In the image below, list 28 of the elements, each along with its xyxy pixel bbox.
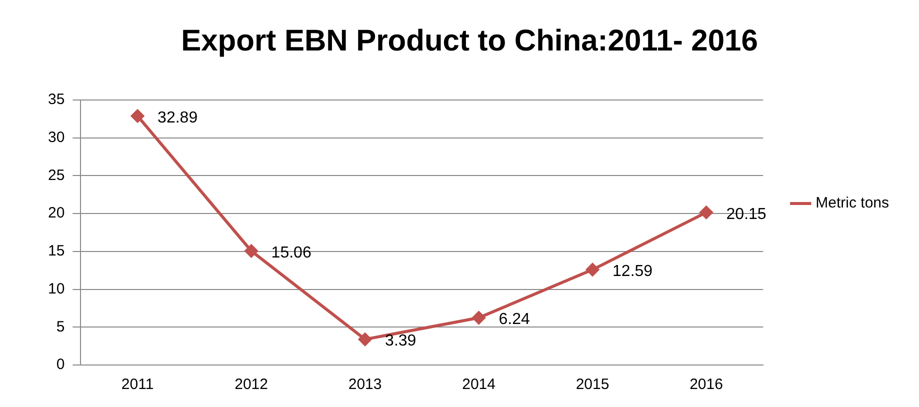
data-label: 6.24 [498,311,530,328]
point [586,263,600,276]
legend-label: Metric tons [816,194,890,212]
x-tick-label: 2012 [234,376,268,394]
x-tick-label: 2015 [576,376,610,394]
y-tick-label: 30 [48,129,65,146]
point [472,311,486,324]
data-label: 3.39 [385,332,416,350]
data-label: 20.15 [726,206,766,223]
chart-title: Export EBN Product to China:2011- 2016 [181,24,758,58]
point [131,109,144,122]
y-tick-label: 15 [48,242,65,260]
point [358,332,372,346]
x-tick-label: 2014 [462,376,496,394]
y-tick-label: 10 [48,280,65,298]
y-tick-label: 20 [48,204,65,222]
y-tick-label: 35 [48,91,65,108]
point [700,206,713,219]
x-tick-label: 2013 [348,376,382,394]
point [244,244,258,258]
y-tick-label: 5 [56,318,65,336]
data-label: 32.89 [158,109,198,126]
x-tick-label: 2011 [121,376,154,394]
y-tick-label: 25 [48,166,65,184]
data-label: 15.06 [271,244,312,262]
y-tick-label: 0 [56,356,65,374]
x-tick-label: 2016 [690,376,723,394]
data-label: 12.59 [612,263,653,280]
